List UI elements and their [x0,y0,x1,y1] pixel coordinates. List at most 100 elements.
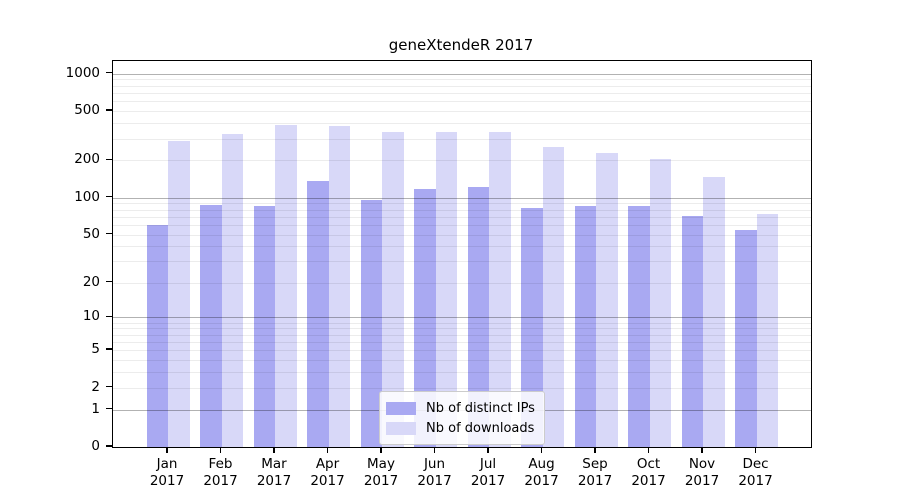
x-tick-label-sep: Sep 2017 [568,456,622,490]
x-tick-label-year: 2017 [417,473,452,489]
bar-distinct-ips-may [360,200,382,447]
bar-downloads-jun [435,131,457,447]
x-tick-label-year: 2017 [684,473,720,489]
bar-downloads-apr [328,125,350,447]
x-tick-dec [754,447,757,454]
x-tick-oct [647,447,650,454]
bar-downloads-mar [275,125,297,447]
plot-area: Nb of distinct IPs Nb of downloads [112,60,812,448]
bar-downloads-jan [168,140,190,447]
x-tick-label-year: 2017 [363,473,399,489]
x-tick-label-oct: Oct 2017 [622,456,676,490]
gridline-300 [113,138,811,140]
y-tick-2 [106,385,112,388]
x-tick-label-year: 2017 [738,473,773,489]
y-tick-100 [106,195,112,198]
x-tick-label-jan: Jan 2017 [140,456,194,490]
legend-swatch-distinct-ips [386,401,416,415]
x-tick-aug [540,447,543,454]
x-tick-label-year: 2017 [203,473,238,489]
x-tick-sep [594,447,596,454]
gridline-600 [113,101,811,103]
x-tick-feb [219,447,222,454]
x-tick-label-year: 2017 [577,473,613,489]
y-tick-label-10: 10 [82,308,100,325]
bar-distinct-ips-aug [521,208,543,447]
legend-row-downloads: Nb of downloads [386,418,536,438]
bar-distinct-ips-oct [628,206,650,447]
bar-downloads-sep [596,153,618,447]
x-tick-label-feb: Feb 2017 [194,456,248,490]
y-tick-label-1: 1 [91,400,100,417]
bar-distinct-ips-jun [414,189,436,447]
legend-label-downloads: Nb of downloads [426,420,535,436]
y-tick-label-200: 200 [74,151,100,168]
x-tick-may [380,447,382,454]
x-tick-label-jul: Jul 2017 [461,456,515,490]
bar-distinct-ips-mar [253,205,275,447]
legend-label-distinct-ips: Nb of distinct IPs [426,400,535,416]
y-tick-1 [106,407,112,410]
x-tick-jul [487,447,489,454]
x-tick-label-year: 2017 [631,473,666,489]
x-tick-label-may: May 2017 [354,456,408,490]
x-tick-label-mar: Mar 2017 [247,456,301,490]
y-tick-label-1000: 1000 [65,64,100,81]
x-tick-label-year: 2017 [310,473,345,489]
bar-distinct-ips-dec [735,229,757,447]
y-tick-50 [106,232,112,235]
gridline-700 [113,92,811,94]
y-tick-label-5: 5 [91,341,100,358]
y-tick-label-500: 500 [74,102,100,119]
bar-downloads-nov [703,176,725,447]
x-tick-label-jun: Jun 2017 [408,456,462,490]
x-tick-label-year: 2017 [470,473,506,489]
x-tick-label-aug: Aug 2017 [515,456,569,490]
gridline-800 [113,85,811,87]
gridline-400 [113,123,811,125]
x-tick-label-year: 2017 [524,473,559,489]
x-tick-mar [273,447,275,454]
x-tick-jun [433,447,436,454]
legend-swatch-downloads [386,421,416,435]
bar-distinct-ips-jan [146,224,168,447]
x-tick-jan [166,447,168,454]
y-tick-label-20: 20 [82,273,100,290]
bar-distinct-ips-jul [467,187,489,447]
bar-downloads-aug [542,147,564,447]
bar-distinct-ips-feb [200,205,222,447]
bar-downloads-may [382,132,404,447]
chart-title: geneXtendeR 2017 [388,36,534,54]
x-tick-label-nov: Nov 2017 [675,456,729,490]
bar-distinct-ips-nov [681,215,703,447]
x-tick-label-year: 2017 [256,473,292,489]
y-tick-10 [106,315,112,318]
y-tick-1000 [106,72,112,74]
y-tick-20 [106,280,112,283]
bar-downloads-jul [489,131,511,447]
x-tick-nov [701,447,703,454]
x-tick-label-apr: Apr 2017 [301,456,355,490]
bar-distinct-ips-sep [574,206,596,447]
bar-downloads-feb [221,134,243,447]
y-tick-0 [106,445,112,447]
bar-distinct-ips-apr [307,181,329,447]
gridline-200 [113,160,811,162]
y-tick-5 [106,348,112,350]
y-tick-500 [106,109,112,111]
gridline-500 [113,111,811,113]
y-tick-label-100: 100 [74,188,100,205]
x-tick-label-year: 2017 [149,473,185,489]
legend: Nb of distinct IPs Nb of downloads [379,391,545,445]
y-tick-label-2: 2 [91,378,100,395]
bar-downloads-dec [756,214,778,447]
y-tick-label-50: 50 [82,225,100,242]
gridline-1000 [113,73,811,75]
x-tick-apr [326,447,329,454]
bar-downloads-oct [649,158,671,447]
gridline-900 [113,79,811,81]
y-tick-label-0: 0 [91,438,100,454]
y-tick-200 [106,158,112,161]
x-tick-label-dec: Dec 2017 [729,456,783,490]
